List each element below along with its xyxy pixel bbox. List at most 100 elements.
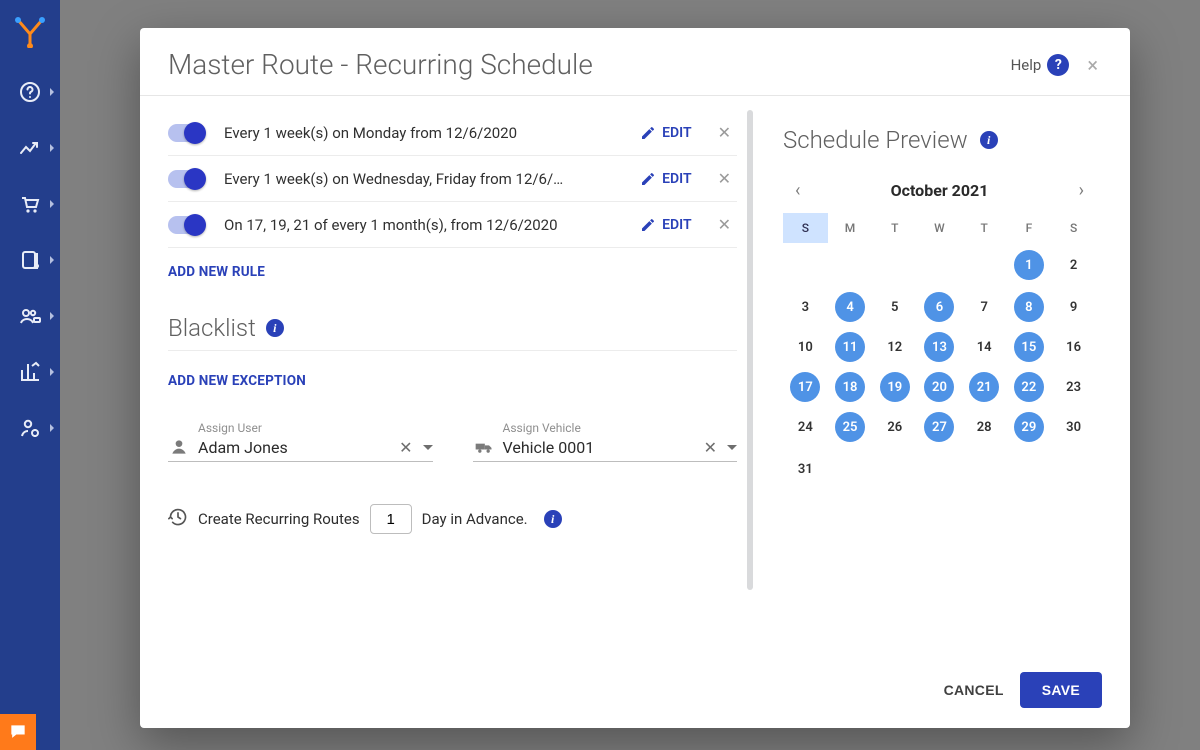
calendar-day[interactable]: 14 [969, 332, 999, 362]
info-icon[interactable]: i [544, 510, 562, 528]
clear-user-icon[interactable]: ✕ [393, 438, 418, 457]
weekday-header: S [1051, 213, 1096, 243]
help-link[interactable]: Help ? [1011, 54, 1070, 76]
calendar-day[interactable]: 1 [1014, 250, 1044, 280]
blacklist-title: Blacklist [168, 314, 256, 342]
calendar-day[interactable]: 17 [790, 372, 820, 402]
weekday-header: M [828, 213, 873, 243]
calendar-day[interactable]: 6 [924, 292, 954, 322]
calendar-day[interactable]: 31 [790, 454, 820, 484]
recurring-schedule-modal: Master Route - Recurring Schedule Help ?… [140, 28, 1130, 728]
cancel-button[interactable]: CANCEL [944, 682, 1004, 698]
calendar-day[interactable]: 7 [969, 292, 999, 322]
calendar-day[interactable]: 10 [790, 332, 820, 362]
delete-rule-icon[interactable]: ✕ [712, 209, 737, 240]
calendar-day[interactable]: 20 [924, 372, 954, 402]
chat-launcher[interactable] [0, 714, 36, 750]
weekday-header: W [917, 213, 962, 243]
rule-row: Every 1 week(s) on Monday from 12/6/2020… [168, 110, 737, 156]
calendar-grid: SMTWTFS 12345678910111213141516171819202… [783, 213, 1096, 491]
calendar-day[interactable]: 24 [790, 412, 820, 442]
calendar-day[interactable]: 26 [880, 412, 910, 442]
edit-rule-button[interactable]: EDIT [640, 125, 691, 141]
rule-text: Every 1 week(s) on Monday from 12/6/2020 [224, 124, 640, 142]
scrollbar[interactable] [747, 110, 753, 590]
assign-vehicle-label: Assign Vehicle [503, 421, 738, 435]
rule-row: Every 1 week(s) on Wednesday, Friday fro… [168, 156, 737, 202]
preview-title: Schedule Preview [783, 126, 968, 154]
rule-text: Every 1 week(s) on Wednesday, Friday fro… [224, 170, 640, 188]
sidebar-item-book[interactable] [0, 232, 60, 288]
modal-title: Master Route - Recurring Schedule [168, 48, 593, 81]
clear-vehicle-icon[interactable]: ✕ [698, 438, 723, 457]
calendar-day[interactable]: 15 [1014, 332, 1044, 362]
vehicle-dropdown-caret[interactable] [727, 445, 737, 450]
weekday-header: S [783, 213, 828, 243]
sidebar-item-cart[interactable] [0, 176, 60, 232]
calendar-day[interactable]: 12 [880, 332, 910, 362]
calendar-day[interactable]: 19 [880, 372, 910, 402]
calendar-day[interactable]: 28 [969, 412, 999, 442]
sidebar-item-help[interactable] [0, 64, 60, 120]
edit-rule-button[interactable]: EDIT [640, 217, 691, 233]
sidebar-item-fleet[interactable] [0, 288, 60, 344]
help-label: Help [1011, 56, 1042, 74]
sidebar-item-trends[interactable] [0, 120, 60, 176]
preview-panel: Schedule Preview i ‹ October 2021 › SMTW… [755, 96, 1130, 656]
weekday-header: T [962, 213, 1007, 243]
user-dropdown-caret[interactable] [423, 445, 433, 450]
save-button[interactable]: SAVE [1020, 672, 1102, 708]
rule-row: On 17, 19, 21 of every 1 month(s), from … [168, 202, 737, 248]
calendar-day[interactable]: 22 [1014, 372, 1044, 402]
add-exception-button[interactable]: ADD NEW EXCEPTION [168, 373, 306, 389]
weekday-header: T [872, 213, 917, 243]
advance-suffix: Day in Advance. [422, 510, 528, 528]
calendar-day[interactable]: 2 [1059, 250, 1089, 280]
weekday-header: F [1007, 213, 1052, 243]
calendar-day[interactable]: 5 [880, 292, 910, 322]
sidebar-item-analytics[interactable] [0, 344, 60, 400]
truck-icon [473, 437, 495, 457]
calendar-day[interactable]: 27 [924, 412, 954, 442]
prev-month-button[interactable]: ‹ [787, 174, 808, 207]
assign-vehicle-field: Assign Vehicle Vehicle 0001 ✕ [473, 421, 738, 462]
advance-prefix: Create Recurring Routes [198, 510, 360, 528]
history-icon [168, 507, 188, 531]
calendar-day[interactable]: 16 [1059, 332, 1089, 362]
delete-rule-icon[interactable]: ✕ [712, 117, 737, 148]
edit-rule-button[interactable]: EDIT [640, 171, 691, 187]
close-icon[interactable]: × [1083, 53, 1102, 77]
calendar-day[interactable]: 29 [1014, 412, 1044, 442]
sidebar-item-user-settings[interactable] [0, 400, 60, 456]
assign-user-label: Assign User [198, 421, 433, 435]
calendar-day[interactable]: 8 [1014, 292, 1044, 322]
rules-panel: Every 1 week(s) on Monday from 12/6/2020… [140, 96, 755, 656]
assign-user-value[interactable]: Adam Jones [198, 438, 393, 457]
calendar-day[interactable]: 23 [1059, 372, 1089, 402]
calendar-day[interactable]: 3 [790, 292, 820, 322]
calendar-day[interactable]: 30 [1059, 412, 1089, 442]
calendar-day[interactable]: 9 [1059, 292, 1089, 322]
calendar-day[interactable]: 21 [969, 372, 999, 402]
app-logo [0, 0, 60, 64]
modal-footer: CANCEL SAVE [140, 656, 1130, 728]
advance-row: Create Recurring Routes Day in Advance. … [168, 504, 737, 534]
assign-vehicle-value[interactable]: Vehicle 0001 [503, 438, 698, 457]
rule-toggle[interactable] [168, 216, 204, 234]
calendar-day[interactable]: 13 [924, 332, 954, 362]
delete-rule-icon[interactable]: ✕ [712, 163, 737, 194]
next-month-button[interactable]: › [1071, 174, 1092, 207]
add-rule-button[interactable]: ADD NEW RULE [168, 264, 265, 280]
app-sidebar [0, 0, 60, 750]
rule-toggle[interactable] [168, 124, 204, 142]
calendar-day[interactable]: 11 [835, 332, 865, 362]
modal-header: Master Route - Recurring Schedule Help ?… [140, 28, 1130, 96]
info-icon[interactable]: i [266, 319, 284, 337]
calendar-day[interactable]: 18 [835, 372, 865, 402]
rule-toggle[interactable] [168, 170, 204, 188]
info-icon[interactable]: i [980, 131, 998, 149]
advance-days-input[interactable] [370, 504, 412, 534]
calendar-day[interactable]: 4 [835, 292, 865, 322]
calendar-day[interactable]: 25 [835, 412, 865, 442]
rule-text: On 17, 19, 21 of every 1 month(s), from … [224, 216, 640, 234]
